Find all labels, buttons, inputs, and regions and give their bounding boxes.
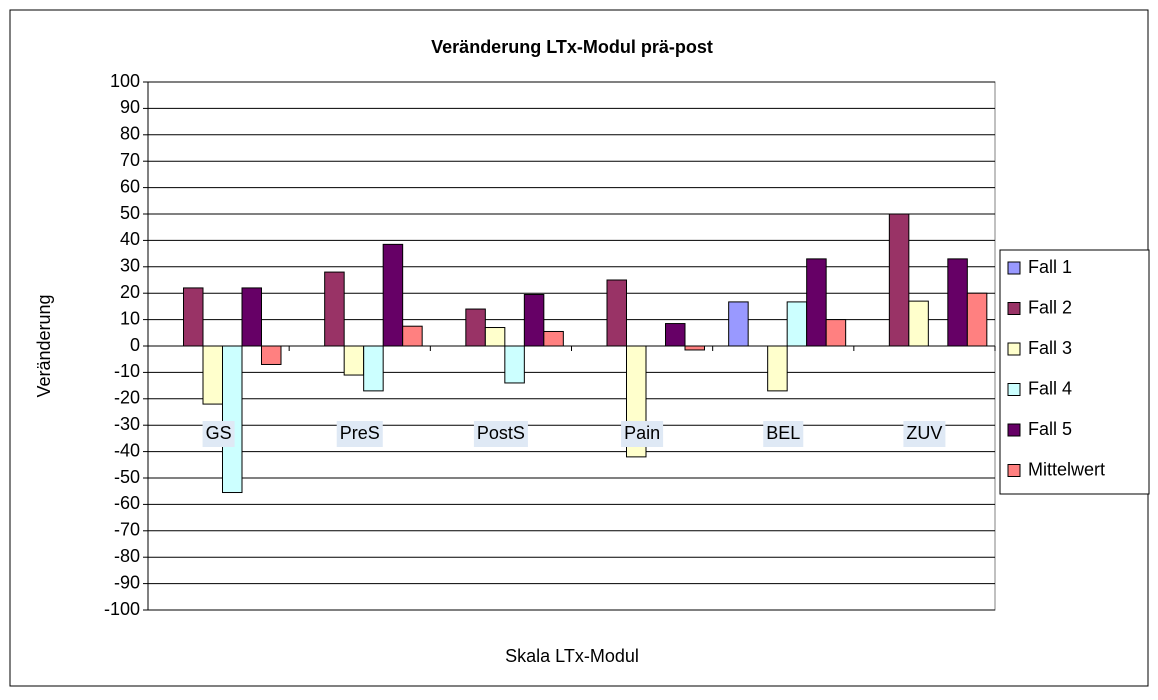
bar	[728, 301, 749, 347]
y-tick-label: -70	[114, 520, 140, 540]
legend-swatch	[1007, 423, 1021, 437]
bar	[543, 330, 564, 347]
bar	[324, 271, 345, 347]
y-tick-label: -40	[114, 440, 140, 460]
y-tick-label: 80	[120, 124, 140, 144]
y-tick-label: 40	[120, 229, 140, 249]
legend-swatch	[1007, 342, 1021, 356]
x-tick-label: PostS	[477, 423, 525, 443]
bar	[806, 258, 827, 347]
x-tick-label-bg	[903, 421, 946, 447]
legend-swatch	[1007, 464, 1021, 477]
y-tick-label: 100	[110, 71, 140, 91]
y-tick-label: 0	[130, 335, 140, 355]
bar	[343, 345, 365, 376]
x-tick-label-bg	[473, 421, 528, 447]
y-tick-label: 70	[120, 150, 140, 170]
x-tick-label-bg	[763, 421, 804, 447]
bar	[523, 294, 545, 347]
bar	[241, 287, 262, 347]
bar	[665, 323, 686, 347]
bar	[465, 308, 486, 347]
bar	[504, 345, 525, 384]
bar	[825, 319, 847, 347]
y-tick-label: 20	[120, 282, 140, 302]
legend-label: Fall 2	[1028, 297, 1072, 317]
bar	[222, 345, 243, 494]
y-tick-label: -100	[104, 599, 140, 619]
bar	[202, 345, 223, 405]
legend-label: Fall 1	[1028, 257, 1072, 277]
x-tick-label-bg	[621, 421, 664, 447]
bar	[947, 258, 968, 347]
x-axis-label: Skala LTx-Modul	[505, 646, 639, 666]
legend-swatch	[1007, 261, 1021, 275]
bar	[606, 279, 627, 347]
bar	[402, 325, 423, 347]
x-tick-label: Pain	[624, 423, 660, 443]
y-tick-label: -50	[114, 467, 140, 487]
y-tick-label: -30	[114, 414, 140, 434]
bar	[888, 213, 910, 347]
y-tick-label: 50	[120, 203, 140, 223]
y-tick-label: -90	[114, 572, 140, 592]
x-tick-label: GS	[206, 423, 232, 443]
bar	[382, 243, 404, 347]
bar	[767, 345, 788, 392]
y-tick-label: 60	[120, 176, 140, 196]
y-tick-label: -80	[114, 546, 140, 566]
y-tick-label: 90	[120, 97, 140, 117]
y-tick-label: -10	[114, 361, 140, 381]
bar	[484, 327, 506, 347]
bar	[261, 345, 282, 365]
legend-label: Fall 3	[1028, 338, 1072, 358]
y-axis-label: Veränderung	[34, 294, 54, 397]
bar	[183, 287, 204, 347]
bar	[908, 300, 929, 347]
legend-label: Mittelwert	[1028, 459, 1105, 479]
x-tick-label-bg	[336, 421, 383, 447]
y-tick-label: -60	[114, 493, 140, 513]
y-tick-label: 10	[120, 308, 140, 328]
x-tick-label: ZUV	[906, 423, 942, 443]
legend	[999, 249, 1150, 495]
bar	[966, 292, 988, 347]
bar	[684, 345, 705, 351]
bar	[363, 345, 384, 392]
y-tick-label: -20	[114, 388, 140, 408]
legend-label: Fall 4	[1028, 378, 1072, 398]
x-tick-label-bg	[202, 421, 235, 447]
legend-swatch	[1007, 302, 1021, 315]
x-tick-label: BEL	[766, 423, 800, 443]
y-tick-label: 30	[120, 256, 140, 276]
x-tick-label: PreS	[340, 423, 380, 443]
chart-title: Veränderung LTx-Modul prä-post	[431, 37, 713, 57]
bar	[786, 301, 808, 347]
legend-swatch	[1007, 383, 1021, 396]
legend-label: Fall 5	[1028, 419, 1072, 439]
